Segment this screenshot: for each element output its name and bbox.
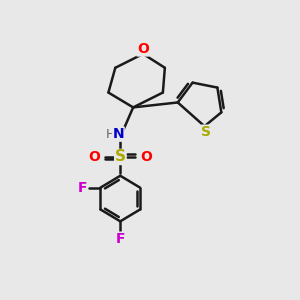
Text: H: H [106,128,115,141]
Text: F: F [116,232,125,246]
Text: S: S [115,149,126,164]
Text: F: F [78,181,87,195]
Text: O: O [88,150,101,164]
Text: S: S [202,125,212,139]
Text: O: O [137,42,149,56]
Text: N: N [112,127,124,141]
Text: O: O [140,150,152,164]
